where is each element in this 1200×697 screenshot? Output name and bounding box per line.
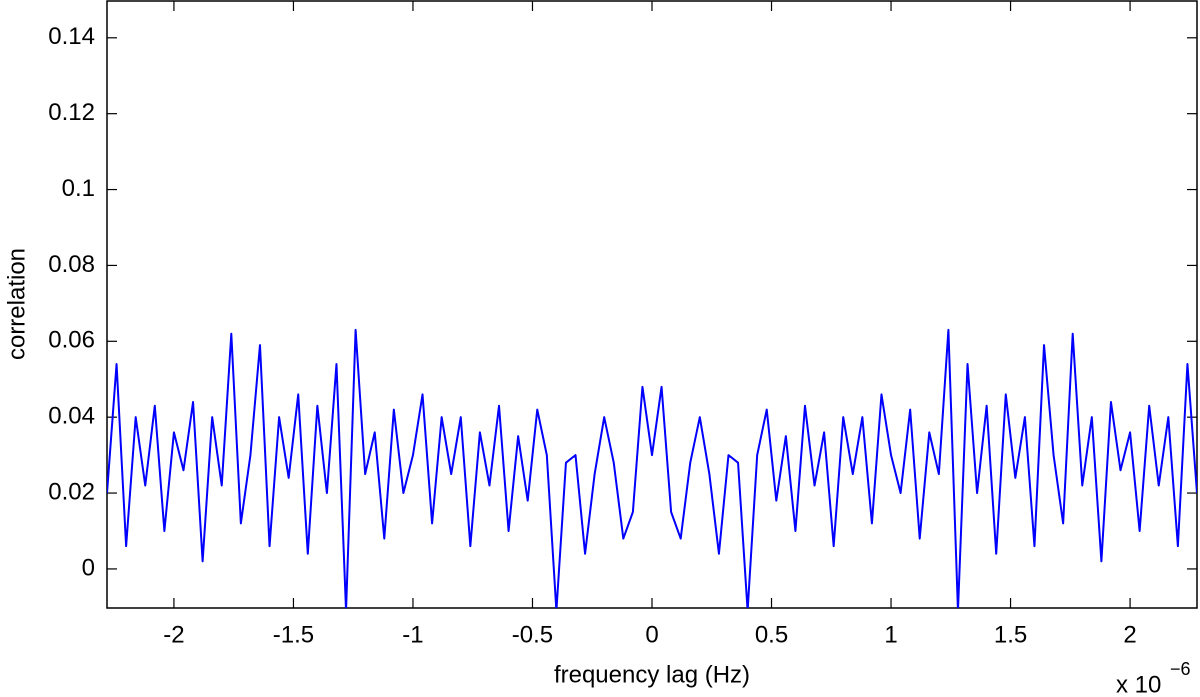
x-tick-label: -2 xyxy=(163,621,184,648)
y-tick-label: 0.02 xyxy=(48,478,95,505)
x-tick-label: 1 xyxy=(884,621,897,648)
y-tick-label: 0.1 xyxy=(62,175,95,202)
plot-frame xyxy=(106,0,1198,609)
x-tick-label: 2 xyxy=(1123,621,1136,648)
y-tick-label: 0.04 xyxy=(48,403,95,430)
x-tick-label: 1.5 xyxy=(994,621,1027,648)
x-tick-label: -1 xyxy=(402,621,423,648)
x-tick-label: -0.5 xyxy=(512,621,553,648)
x-tick-label: 0 xyxy=(645,621,658,648)
x-axis-label: frequency lag (Hz) xyxy=(554,661,750,688)
y-tick-label: 0.14 xyxy=(48,23,95,50)
y-tick-label: 0.08 xyxy=(48,251,95,278)
y-tick-label: 0.06 xyxy=(48,327,95,354)
x-tick-label: 0.5 xyxy=(755,621,788,648)
y-tick-label: 0 xyxy=(82,554,95,581)
x-tick-label: -1.5 xyxy=(273,621,314,648)
y-axis-label: correlation xyxy=(3,248,30,360)
y-tick-label: 0.12 xyxy=(48,99,95,126)
x-scale-label: x 10 xyxy=(1116,671,1161,697)
x-scale-exponent: −6 xyxy=(1170,659,1191,679)
data-line xyxy=(107,328,1197,608)
